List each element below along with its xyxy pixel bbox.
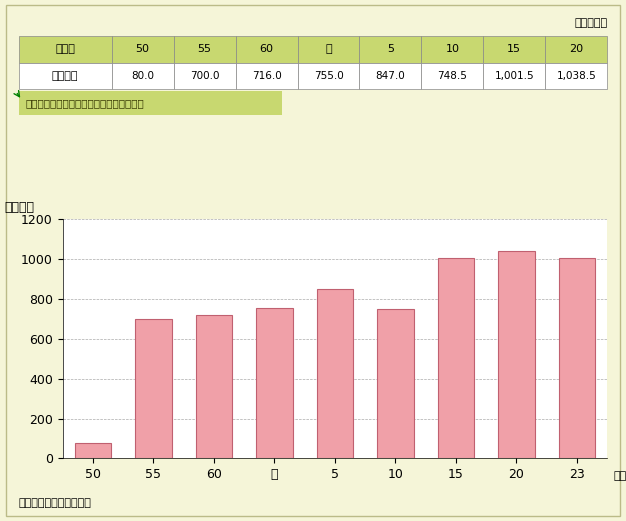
FancyBboxPatch shape bbox=[545, 36, 607, 63]
FancyBboxPatch shape bbox=[421, 36, 483, 63]
Text: 80.0: 80.0 bbox=[131, 70, 154, 81]
FancyBboxPatch shape bbox=[19, 91, 282, 115]
Bar bbox=[559, 258, 595, 458]
Text: 私立学校振興助成法成立・補助金制度創設: 私立学校振興助成法成立・補助金制度創設 bbox=[25, 98, 144, 108]
Text: 748.5: 748.5 bbox=[438, 70, 467, 81]
FancyBboxPatch shape bbox=[235, 36, 297, 63]
Bar bbox=[196, 316, 232, 458]
Text: 年　度: 年 度 bbox=[55, 44, 75, 55]
FancyBboxPatch shape bbox=[359, 63, 421, 89]
FancyBboxPatch shape bbox=[297, 36, 359, 63]
FancyBboxPatch shape bbox=[545, 63, 607, 89]
Text: 5: 5 bbox=[387, 44, 394, 55]
Bar bbox=[317, 289, 353, 458]
Y-axis label: （億円）: （億円） bbox=[4, 201, 34, 214]
FancyBboxPatch shape bbox=[111, 36, 173, 63]
Text: （年度）: （年度） bbox=[613, 472, 626, 481]
Text: 60: 60 bbox=[260, 44, 274, 55]
FancyBboxPatch shape bbox=[297, 63, 359, 89]
Text: 元: 元 bbox=[325, 44, 332, 55]
Text: 716.0: 716.0 bbox=[252, 70, 282, 81]
FancyBboxPatch shape bbox=[19, 36, 111, 63]
FancyBboxPatch shape bbox=[483, 36, 545, 63]
FancyBboxPatch shape bbox=[421, 63, 483, 89]
Text: 1,001.5: 1,001.5 bbox=[495, 70, 534, 81]
Text: 補助金額: 補助金額 bbox=[52, 70, 78, 81]
Bar bbox=[498, 251, 535, 458]
Text: 55: 55 bbox=[198, 44, 212, 55]
Bar bbox=[135, 319, 172, 458]
FancyBboxPatch shape bbox=[483, 63, 545, 89]
Bar bbox=[256, 308, 292, 458]
FancyBboxPatch shape bbox=[359, 36, 421, 63]
Text: 10: 10 bbox=[445, 44, 459, 55]
Text: 20: 20 bbox=[569, 44, 583, 55]
Text: 15: 15 bbox=[507, 44, 521, 55]
Text: 単位：億円: 単位：億円 bbox=[574, 18, 607, 28]
FancyBboxPatch shape bbox=[173, 63, 235, 89]
Bar bbox=[438, 258, 474, 458]
Text: 700.0: 700.0 bbox=[190, 70, 219, 81]
Bar bbox=[377, 309, 414, 458]
FancyBboxPatch shape bbox=[111, 63, 173, 89]
Text: 1,038.5: 1,038.5 bbox=[557, 70, 596, 81]
Text: 755.0: 755.0 bbox=[314, 70, 343, 81]
FancyBboxPatch shape bbox=[173, 36, 235, 63]
FancyBboxPatch shape bbox=[235, 63, 297, 89]
Bar bbox=[74, 442, 111, 458]
Text: 847.0: 847.0 bbox=[376, 70, 405, 81]
Text: （出典）文部科学省調べ: （出典）文部科学省調べ bbox=[19, 498, 91, 508]
Text: 50: 50 bbox=[136, 44, 150, 55]
FancyBboxPatch shape bbox=[19, 63, 111, 89]
